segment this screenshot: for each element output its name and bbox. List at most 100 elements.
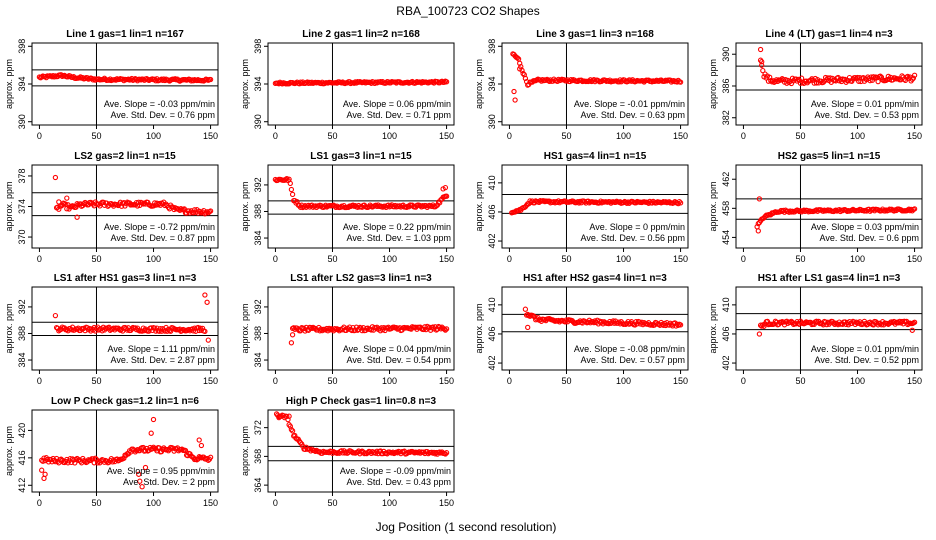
panel-title: HS2 gas=5 lin=1 n=15 <box>778 151 881 162</box>
data-point <box>349 327 355 334</box>
x-tick-label: 100 <box>382 254 397 264</box>
panel-5: LS2 gas=2 lin=1 n=15 0 50 100 150 370 374 378ap… <box>4 151 219 264</box>
y-tick-label: 410 <box>721 297 731 312</box>
y-tick-label: 392 <box>17 299 27 314</box>
data-point <box>136 471 142 477</box>
data-point <box>801 207 807 213</box>
panel-title: HS1 after LS1 gas=4 lin=1 n=3 <box>758 273 901 284</box>
y-tick-label: 390 <box>17 114 27 129</box>
data-point <box>760 67 766 74</box>
slope-annotation: Ave. Slope = 0.95 ppm/min <box>107 466 215 476</box>
data-point <box>675 322 681 328</box>
y-tick-label: 388 <box>17 326 27 341</box>
x-tick-label: 150 <box>673 376 688 386</box>
plot-frame <box>735 42 923 126</box>
y-axis-label: approx. ppm <box>474 181 484 231</box>
data-point <box>205 337 211 343</box>
data-point <box>39 467 45 473</box>
y-tick-label: 386 <box>721 78 731 93</box>
x-tick-label: 100 <box>616 376 631 386</box>
slope-annotation: Ave. Slope = -0.08 ppm/min <box>574 344 685 354</box>
data-point <box>292 432 298 439</box>
x-tick-label: 100 <box>850 131 865 141</box>
data-point <box>288 340 295 346</box>
data-point <box>92 455 98 461</box>
plot-frame <box>501 164 689 249</box>
y-tick-label: 398 <box>487 39 497 54</box>
y-tick-label: 410 <box>487 297 497 312</box>
data-point <box>397 203 403 209</box>
data-point <box>136 199 142 205</box>
panel-title: Line 2 gas=1 lin=2 n=168 <box>302 29 420 40</box>
x-tick-label: 0 <box>37 376 42 386</box>
y-tick-label: 394 <box>253 76 263 91</box>
y-tick-label: 406 <box>721 326 731 341</box>
y-tick-label: 406 <box>487 204 497 219</box>
data-point <box>808 77 814 83</box>
data-point <box>877 73 883 79</box>
x-tick-label: 0 <box>273 376 278 386</box>
data-point <box>207 208 214 214</box>
data-point <box>288 186 295 193</box>
data-point <box>195 324 201 331</box>
point-series <box>522 306 684 331</box>
y-tick-label: 394 <box>487 76 497 91</box>
x-tick-label: 150 <box>673 254 688 264</box>
y-tick-label: 398 <box>17 39 27 54</box>
data-point <box>153 328 159 334</box>
x-tick-label: 100 <box>616 254 631 264</box>
y-axis-label: approx. ppm <box>474 59 484 109</box>
data-point <box>276 414 282 421</box>
y-tick-label: 406 <box>487 326 497 341</box>
data-point <box>882 208 888 214</box>
figure-title: RBA_100723 CO2 Shapes <box>396 4 539 18</box>
data-point <box>563 78 570 84</box>
slope-annotation: Ave. Slope = -0.03 ppm/min <box>104 99 215 109</box>
panel-title: LS1 gas=3 lin=1 n=15 <box>310 151 412 162</box>
slope-annotation: Ave. Slope = 0.04 ppm/min <box>343 344 451 354</box>
data-point <box>204 209 210 215</box>
x-tick-label: 0 <box>507 254 512 264</box>
data-point <box>756 331 763 337</box>
data-point <box>332 325 338 332</box>
data-point <box>909 327 915 333</box>
data-point <box>190 328 197 334</box>
panel-grid: Line 1 gas=1 lin=1 n=167 0 50 100 150 390 394 3… <box>4 29 923 508</box>
data-point <box>286 413 292 419</box>
data-point <box>190 78 197 84</box>
y-axis-label: approx. ppm <box>4 181 14 231</box>
panel-8: HS2 gas=5 lin=1 n=15 0 50 100 150 454 458 462ap… <box>708 151 923 264</box>
x-tick-label: 50 <box>327 498 337 508</box>
panel-title: Line 4 (LT) gas=1 lin=4 n=3 <box>765 29 893 40</box>
data-point <box>437 200 443 206</box>
data-point <box>676 198 683 205</box>
x-tick-label: 100 <box>146 131 161 141</box>
data-point <box>150 416 157 423</box>
y-tick-label: 416 <box>17 450 27 465</box>
data-point <box>514 55 521 61</box>
y-tick-label: 390 <box>721 47 731 62</box>
stddev-annotation: Ave. Std. Dev. = 2.87 ppm <box>111 355 215 365</box>
slope-annotation: Ave. Slope = 0.06 ppm/min <box>343 99 451 109</box>
data-point <box>441 79 447 85</box>
y-tick-label: 390 <box>487 114 497 129</box>
panel-9: LS1 after HS1 gas=3 lin=1 n=3 0 50 100 150 38… <box>4 273 219 386</box>
x-tick-label: 0 <box>37 498 42 508</box>
data-point <box>911 206 918 212</box>
plot-frame <box>267 409 455 493</box>
data-point <box>757 46 764 53</box>
x-tick-label: 0 <box>37 254 42 264</box>
data-point <box>433 327 439 333</box>
data-point <box>139 484 145 490</box>
data-point <box>517 60 523 66</box>
data-point <box>910 75 917 81</box>
data-point <box>582 199 588 205</box>
data-point <box>755 228 761 234</box>
slope-annotation: Ave. Slope = 1.11 ppm/min <box>108 344 215 354</box>
data-point <box>368 327 374 333</box>
stddev-annotation: Ave. Std. Dev. = 0.76 ppm <box>111 110 215 120</box>
x-tick-label: 0 <box>37 131 42 141</box>
slope-annotation: Ave. Slope = -0.72 ppm/min <box>104 222 215 232</box>
data-point <box>287 180 293 187</box>
slope-annotation: Ave. Slope = 0.01 ppm/min <box>811 344 919 354</box>
